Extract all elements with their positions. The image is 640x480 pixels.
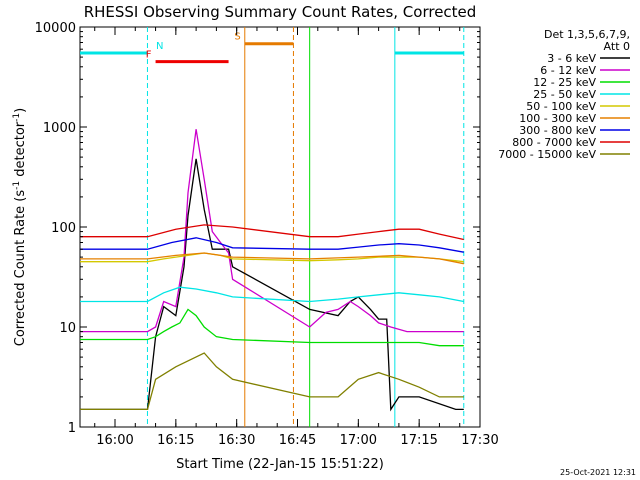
state-bar-label: S	[234, 32, 240, 43]
x-tick-label: 16:00	[96, 433, 133, 448]
y-axis: 1 10 100 1000 10000	[35, 21, 480, 436]
legend-title-2: Att 0	[604, 40, 630, 53]
y-axis-label-end: )	[13, 108, 28, 113]
legend-title-1: Det 1,3,5,6,7,9,	[544, 28, 630, 41]
plot-area	[79, 26, 481, 428]
y-axis-label-sup1: -1	[12, 181, 22, 190]
vertical-lines	[146, 27, 465, 427]
legend-label: 800 - 7000 keV	[512, 136, 596, 149]
series-line-2	[80, 129, 464, 333]
y-tick-label: 100	[51, 221, 76, 236]
x-axis: 16:00 16:15 16:30 16:45 17:00 17:15 17:30	[94, 27, 499, 448]
y-axis-label-sup2: -1	[12, 113, 22, 122]
y-tick-label: 10000	[35, 21, 76, 36]
state-bars: NF S	[80, 32, 464, 64]
y-tick-label: 1000	[43, 121, 76, 136]
legend-label: 300 - 800 keV	[519, 124, 596, 137]
legend-label: 3 - 6 keV	[547, 52, 596, 65]
y-axis-label-mid: detector	[13, 121, 28, 181]
y-axis-label-main: Corrected Count Rate (s	[13, 190, 28, 347]
legend-label: 12 - 25 keV	[533, 76, 596, 89]
x-tick-label: 17:15	[400, 433, 437, 448]
series-line-7	[80, 237, 464, 253]
x-tick-label: 16:30	[218, 433, 255, 448]
legend-label: 6 - 12 keV	[540, 64, 596, 77]
x-tick-label: 17:30	[461, 433, 498, 448]
state-bar-label: N	[156, 41, 163, 52]
state-bar-label: F	[146, 50, 152, 61]
y-tick-label: 1	[68, 421, 76, 436]
legend-label: 7000 - 15000 keV	[498, 148, 596, 161]
x-tick-label: 16:45	[279, 433, 316, 448]
footer-date: 25-Oct-2021 12:31	[560, 468, 636, 477]
series-line-9	[80, 352, 464, 411]
legend-label: 50 - 100 keV	[526, 100, 596, 113]
series-line-4	[80, 286, 464, 303]
chart-title: RHESSI Observing Summary Count Rates, Co…	[84, 3, 477, 21]
x-tick-label: 17:00	[340, 433, 377, 448]
x-tick-label: 16:15	[157, 433, 194, 448]
series-line-1	[80, 158, 464, 412]
series-line-8	[80, 224, 464, 241]
y-axis-label: Corrected Count Rate (s-1 detector-1)	[12, 108, 28, 346]
legend-label: 100 - 300 keV	[519, 112, 596, 125]
series-line-5	[80, 252, 464, 263]
series-lines	[80, 129, 464, 412]
series-line-3	[80, 308, 464, 347]
series-line-6	[80, 252, 464, 265]
y-tick-label: 10	[59, 321, 76, 336]
x-axis-label: Start Time (22-Jan-15 15:51:22)	[176, 457, 384, 472]
legend-label: 25 - 50 keV	[533, 88, 596, 101]
